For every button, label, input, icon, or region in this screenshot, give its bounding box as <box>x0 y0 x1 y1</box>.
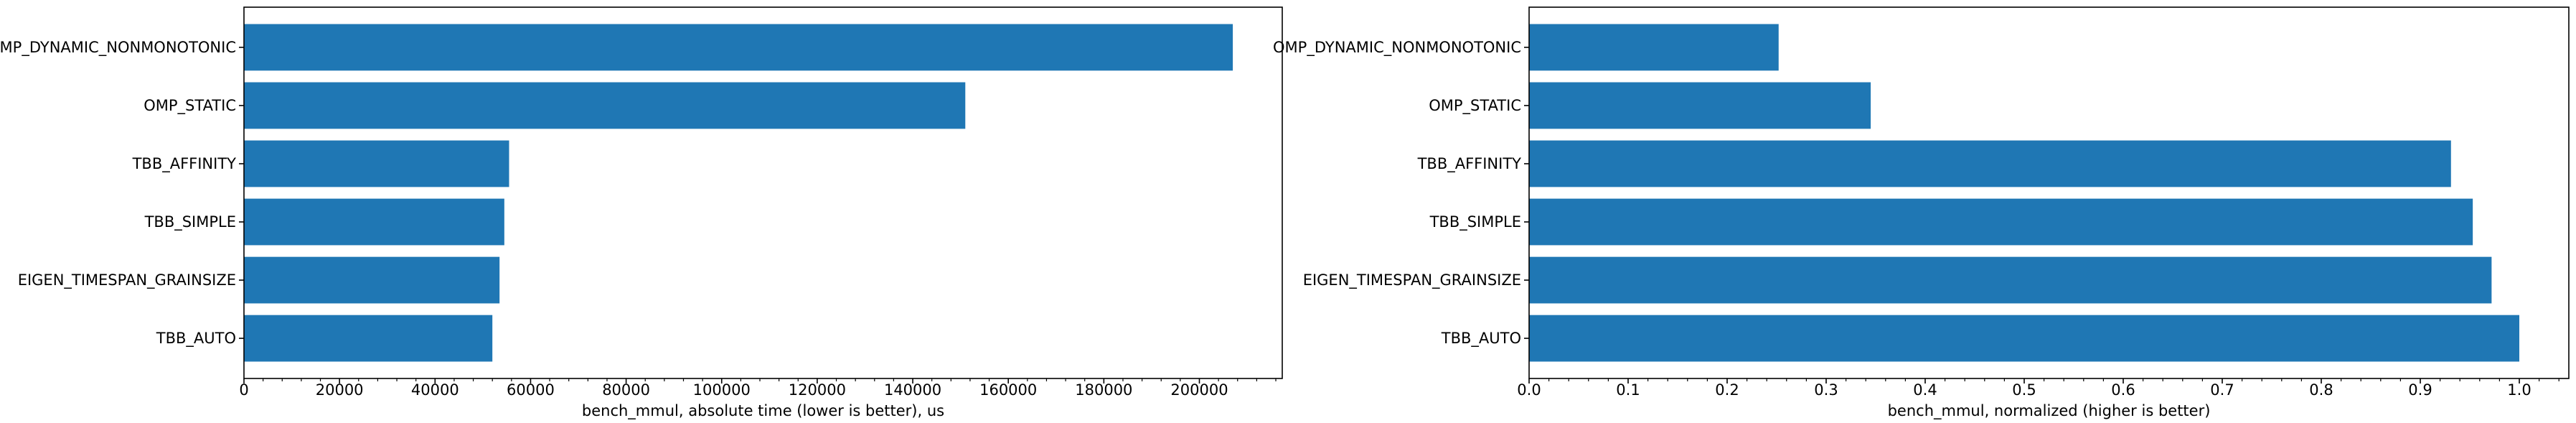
x-tick-label: 0.3 <box>1814 381 1838 399</box>
bar-tbb-affinity <box>1529 140 2451 187</box>
y-tick-label: TBB_AUTO <box>1441 330 1521 348</box>
y-tick-label: OMP_DYNAMIC_NONMONOTONIC <box>0 39 236 57</box>
x-tick-label: 20000 <box>316 381 364 399</box>
x-tick-label: 1.0 <box>2507 381 2531 399</box>
x-tick-label: 0.2 <box>1715 381 1739 399</box>
bar-tbb-affinity <box>244 140 509 187</box>
x-tick-label: 0.6 <box>2111 381 2135 399</box>
bar-omp-dynamic-nonmonotonic <box>1529 24 1779 71</box>
y-tick-label: TBB_AUTO <box>156 330 236 348</box>
x-tick-label: 0 <box>239 381 248 399</box>
x-tick-label: 40000 <box>411 381 459 399</box>
x-tick-label: 100000 <box>693 381 751 399</box>
x-tick-label: 0.1 <box>1616 381 1640 399</box>
y-tick-label: OMP_STATIC <box>144 97 236 115</box>
axes-frame <box>243 6 1283 379</box>
y-tick-label: EIGEN_TIMESPAN_GRAINSIZE <box>1303 271 1521 289</box>
y-tick-label: OMP_STATIC <box>1429 97 1521 115</box>
y-tick-label: TBB_AFFINITY <box>1417 155 1522 173</box>
x-tick-label: 0.9 <box>2408 381 2432 399</box>
x-tick-label: 0.4 <box>1913 381 1937 399</box>
x-tick-label: 0.5 <box>2012 381 2036 399</box>
x-tick-label: 180000 <box>1075 381 1132 399</box>
x-tick-label: 60000 <box>507 381 555 399</box>
bar-tbb-auto <box>1529 315 2519 362</box>
bar-eigen-timespan-grainsize <box>1529 256 2492 304</box>
y-tick-label: OMP_DYNAMIC_NONMONOTONIC <box>1273 39 1521 57</box>
x-tick-label: 160000 <box>979 381 1037 399</box>
bar-tbb-simple <box>244 198 504 246</box>
x-axis-label: bench_mmul, absolute time (lower is bett… <box>582 402 944 420</box>
y-tick-label: TBB_SIMPLE <box>1429 213 1521 231</box>
bar-eigen-timespan-grainsize <box>244 256 500 304</box>
y-tick-label: EIGEN_TIMESPAN_GRAINSIZE <box>18 271 236 289</box>
chart-panel-absolute-time: TBB_AUTO EIGEN_TIMESPAN_GRAINSIZE TBB_SIMP… <box>0 6 1283 420</box>
x-tick-label: 0.8 <box>2309 381 2333 399</box>
x-tick-label: 0.0 <box>1517 381 1541 399</box>
bar-tbb-auto <box>244 315 493 362</box>
bar-omp-static <box>1529 82 1871 129</box>
x-tick-label: 200000 <box>1170 381 1228 399</box>
bar-tbb-simple <box>1529 198 2473 246</box>
axes-frame <box>1528 6 2570 379</box>
x-tick-label: 0.7 <box>2210 381 2234 399</box>
x-tick-label: 140000 <box>884 381 941 399</box>
bar-omp-dynamic-nonmonotonic <box>244 24 1233 71</box>
y-tick-label: TBB_SIMPLE <box>144 213 236 231</box>
y-tick-label: TBB_AFFINITY <box>132 155 237 173</box>
x-axis-label: bench_mmul, normalized (higher is better… <box>1888 402 2211 420</box>
x-tick-label: 80000 <box>602 381 650 399</box>
bar-omp-static <box>244 82 966 129</box>
chart-panel-normalized: TBB_AUTO EIGEN_TIMESPAN_GRAINSIZE TBB_SIMP… <box>1273 6 2570 420</box>
x-tick-label: 120000 <box>789 381 846 399</box>
